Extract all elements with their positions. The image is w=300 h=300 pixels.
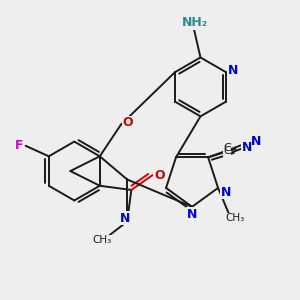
Text: C: C [223, 146, 231, 156]
Text: CH₃: CH₃ [92, 236, 112, 245]
Text: CH₃: CH₃ [225, 213, 244, 223]
Text: N: N [242, 141, 252, 154]
Text: N: N [120, 212, 130, 225]
Text: N: N [228, 64, 239, 76]
Text: N: N [220, 186, 231, 199]
Text: C: C [223, 143, 231, 153]
Text: N: N [187, 208, 197, 221]
Text: NH₂: NH₂ [182, 16, 208, 29]
Text: N: N [250, 135, 261, 148]
Text: O: O [123, 116, 133, 129]
Text: F: F [15, 139, 24, 152]
Text: O: O [154, 169, 165, 182]
